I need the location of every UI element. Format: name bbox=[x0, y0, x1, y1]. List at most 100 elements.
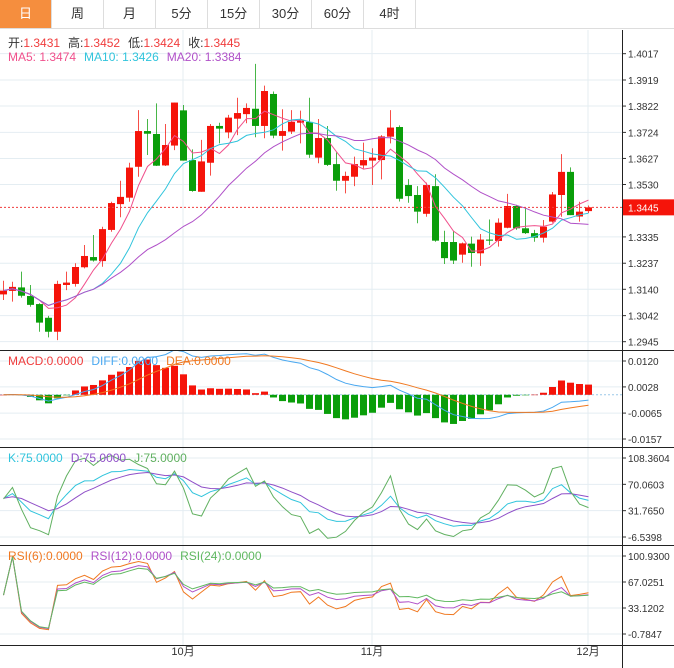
macd-bar bbox=[297, 394, 304, 404]
k-line bbox=[3, 468, 589, 527]
candle-body bbox=[72, 266, 79, 284]
candle-body bbox=[576, 211, 583, 217]
candle bbox=[261, 85, 268, 139]
legend-rsi-item: RSI(24):0.0000 bbox=[180, 549, 262, 563]
macd-bar bbox=[504, 394, 511, 398]
candle bbox=[342, 171, 349, 194]
candle-body bbox=[108, 203, 115, 230]
legend-macd-item: DEA:0.0000 bbox=[166, 354, 231, 368]
macd-histogram bbox=[0, 359, 592, 424]
macd-bar bbox=[324, 394, 331, 414]
ma10-line bbox=[3, 118, 589, 306]
candle-body bbox=[225, 117, 232, 133]
macd-bar bbox=[180, 374, 187, 395]
candle bbox=[378, 135, 385, 180]
candle bbox=[225, 114, 232, 139]
candle-body bbox=[504, 206, 511, 228]
current-price-badge bbox=[623, 199, 674, 216]
candle bbox=[324, 125, 331, 166]
candle-body bbox=[81, 255, 88, 268]
macd-bar bbox=[432, 394, 439, 419]
candles bbox=[0, 63, 592, 341]
candle bbox=[558, 154, 565, 217]
candle-body bbox=[459, 243, 466, 255]
candle-body bbox=[558, 171, 565, 195]
ohlc-value: 1.3424 bbox=[143, 36, 180, 50]
candle bbox=[135, 110, 142, 177]
candle bbox=[153, 103, 160, 166]
candle bbox=[126, 162, 133, 202]
candle-body bbox=[585, 207, 592, 212]
tab-4[interactable]: 15分 bbox=[208, 0, 260, 28]
macd-bar bbox=[315, 394, 322, 410]
candle-body bbox=[99, 229, 106, 262]
candle-body bbox=[297, 120, 304, 123]
macd-bar bbox=[252, 393, 259, 395]
candle bbox=[36, 303, 43, 332]
macd-bar bbox=[153, 365, 160, 395]
tab-1[interactable]: 周 bbox=[52, 0, 104, 28]
legend-kdj-item: J:75.0000 bbox=[134, 451, 187, 465]
axis-tick-label: 0.0028 bbox=[628, 383, 659, 394]
axis-tick-label: -0.0065 bbox=[628, 409, 662, 420]
legend-ma-item: MA10: 1.3426 bbox=[84, 50, 159, 64]
candle bbox=[333, 152, 340, 191]
legend-ohlc-item: 高:1.3452 bbox=[68, 35, 120, 50]
candle bbox=[297, 110, 304, 144]
macd-bar bbox=[567, 382, 574, 395]
candle-body bbox=[126, 167, 133, 198]
axis-tick-label: 1.4017 bbox=[628, 50, 659, 61]
axis-tick-label: 1.3530 bbox=[628, 181, 659, 192]
tab-3[interactable]: 5分 bbox=[156, 0, 208, 28]
tab-7[interactable]: 4时 bbox=[364, 0, 416, 28]
candle-body bbox=[324, 138, 331, 165]
tab-2[interactable]: 月 bbox=[104, 0, 156, 28]
candle bbox=[504, 193, 511, 229]
candle bbox=[207, 124, 214, 176]
axis-tick-label: 1.3042 bbox=[628, 312, 659, 323]
candle-body bbox=[369, 157, 376, 161]
macd-bar bbox=[162, 367, 169, 395]
candle-body bbox=[90, 257, 97, 261]
candle bbox=[288, 110, 295, 135]
macd-bar bbox=[117, 371, 124, 395]
macd-bar bbox=[135, 360, 142, 395]
axis-tick-label: 31.7650 bbox=[628, 507, 665, 518]
candle-body bbox=[45, 317, 52, 332]
candle-body bbox=[198, 161, 205, 192]
candle bbox=[585, 205, 592, 213]
tab-0[interactable]: 日 bbox=[0, 0, 52, 28]
tab-6[interactable]: 60分 bbox=[312, 0, 364, 28]
candle bbox=[117, 180, 124, 218]
candle bbox=[99, 226, 106, 267]
candle-body bbox=[468, 243, 475, 254]
axis-tick-label: 1.3822 bbox=[628, 102, 659, 113]
macd-bar bbox=[171, 365, 178, 395]
tab-5[interactable]: 30分 bbox=[260, 0, 312, 28]
candle bbox=[315, 118, 322, 164]
macd-bar bbox=[459, 394, 466, 421]
candle-body bbox=[252, 108, 259, 126]
macd-bar bbox=[243, 389, 250, 395]
candle-body bbox=[288, 121, 295, 132]
macd-bar bbox=[387, 394, 394, 403]
axis-tick-label: -6.5398 bbox=[628, 533, 662, 544]
macd-bar bbox=[270, 394, 277, 398]
candle-body bbox=[387, 127, 394, 137]
legend-rsi-item: RSI(6):0.0000 bbox=[8, 549, 83, 563]
candle-body bbox=[522, 228, 529, 234]
macd-bar bbox=[288, 394, 295, 403]
macd-bar bbox=[414, 394, 421, 416]
x-axis-label: 11月 bbox=[361, 646, 383, 658]
axis-tick-label: 33.1202 bbox=[628, 604, 665, 615]
candle-body bbox=[414, 194, 421, 212]
x-axis-label: 10月 bbox=[171, 646, 194, 658]
legend-ma-item: MA5: 1.3474 bbox=[8, 50, 76, 64]
candle bbox=[522, 208, 529, 234]
ohlc-key: 低: bbox=[128, 36, 143, 50]
candle-body bbox=[0, 290, 7, 295]
candle-body bbox=[27, 296, 34, 305]
macd-bar bbox=[108, 374, 115, 395]
candle-body bbox=[243, 107, 250, 115]
